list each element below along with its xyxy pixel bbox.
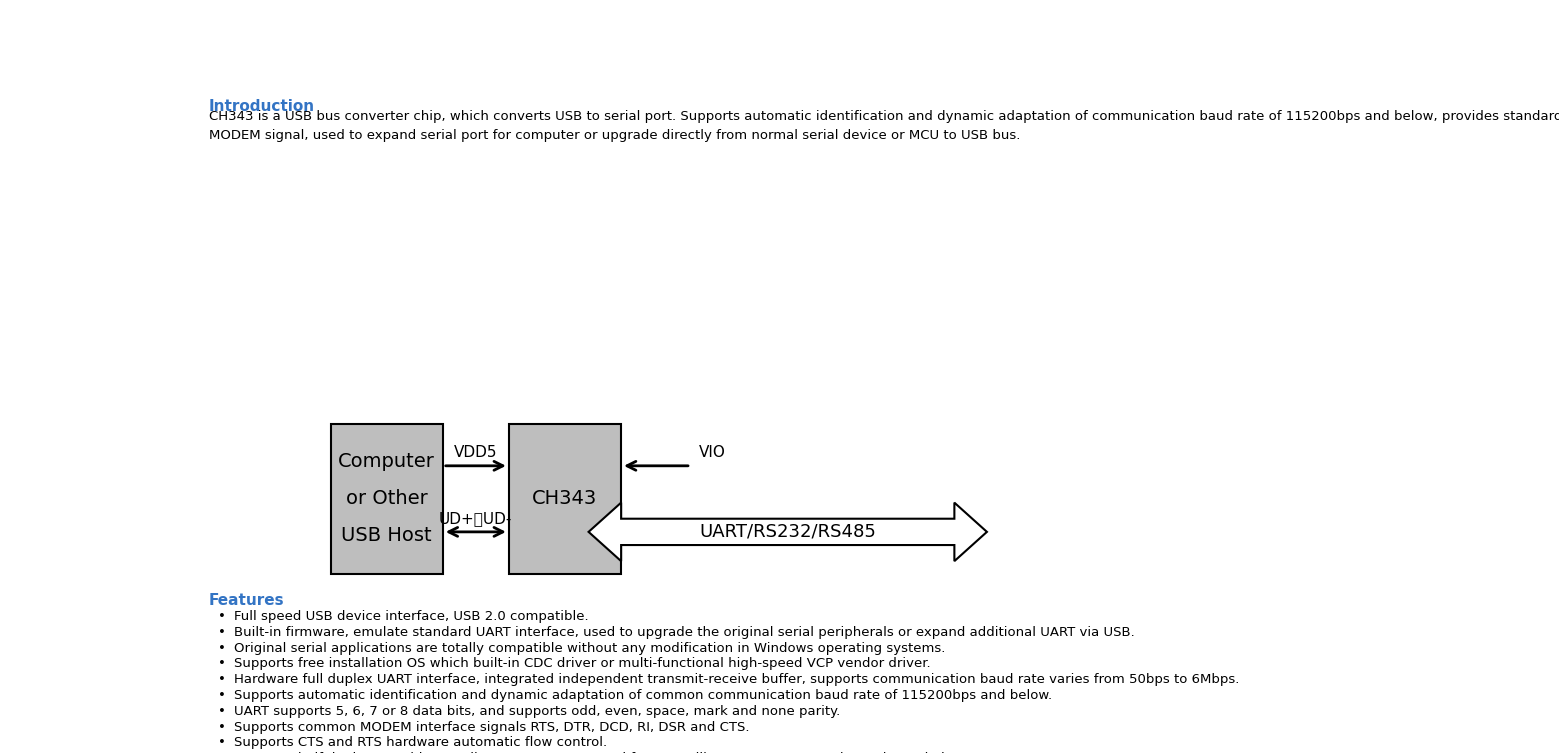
Text: VIO: VIO <box>698 446 725 460</box>
Text: Supports CTS and RTS hardware automatic flow control.: Supports CTS and RTS hardware automatic … <box>234 736 606 749</box>
Text: Built-in firmware, emulate standard UART interface, used to upgrade the original: Built-in firmware, emulate standard UART… <box>234 626 1135 639</box>
Text: Original serial applications are totally compatible without any modification in : Original serial applications are totally… <box>234 642 945 654</box>
Text: •: • <box>218 657 226 670</box>
Text: Features: Features <box>209 593 284 608</box>
Text: •: • <box>218 689 226 702</box>
Text: •: • <box>218 736 226 749</box>
FancyBboxPatch shape <box>331 424 443 574</box>
Text: Hardware full duplex UART interface, integrated independent transmit-receive buf: Hardware full duplex UART interface, int… <box>234 673 1239 686</box>
Text: Supports free installation OS which built-in CDC driver or multi-functional high: Supports free installation OS which buil… <box>234 657 931 670</box>
Text: CH343 is a USB bus converter chip, which converts USB to serial port. Supports a: CH343 is a USB bus converter chip, which… <box>209 111 1559 142</box>
Text: •: • <box>218 642 226 654</box>
Text: •: • <box>218 626 226 639</box>
Text: Full speed USB device interface, USB 2.0 compatible.: Full speed USB device interface, USB 2.0… <box>234 610 588 623</box>
Text: Computer
or Other
USB Host: Computer or Other USB Host <box>338 453 435 545</box>
Text: UART supports 5, 6, 7 or 8 data bits, and supports odd, even, space, mark and no: UART supports 5, 6, 7 or 8 data bits, an… <box>234 705 840 718</box>
Polygon shape <box>589 502 987 561</box>
Text: UART/RS232/RS485: UART/RS232/RS485 <box>700 523 876 541</box>
Text: •: • <box>218 721 226 733</box>
Text: •: • <box>218 610 226 623</box>
Text: VDD5: VDD5 <box>454 446 497 460</box>
Text: •: • <box>218 705 226 718</box>
Text: Introduction: Introduction <box>209 99 315 114</box>
Text: •: • <box>218 673 226 686</box>
Text: CH343: CH343 <box>532 489 597 508</box>
Text: Supports automatic identification and dynamic adaptation of common communication: Supports automatic identification and dy… <box>234 689 1052 702</box>
Text: Supports half-duplex, provides sending status TNOW, used for controlling RS485 t: Supports half-duplex, provides sending s… <box>234 752 953 753</box>
FancyBboxPatch shape <box>508 424 620 574</box>
Text: •: • <box>218 752 226 753</box>
Text: Supports common MODEM interface signals RTS, DTR, DCD, RI, DSR and CTS.: Supports common MODEM interface signals … <box>234 721 750 733</box>
Text: UD+、UD-: UD+、UD- <box>440 511 513 526</box>
